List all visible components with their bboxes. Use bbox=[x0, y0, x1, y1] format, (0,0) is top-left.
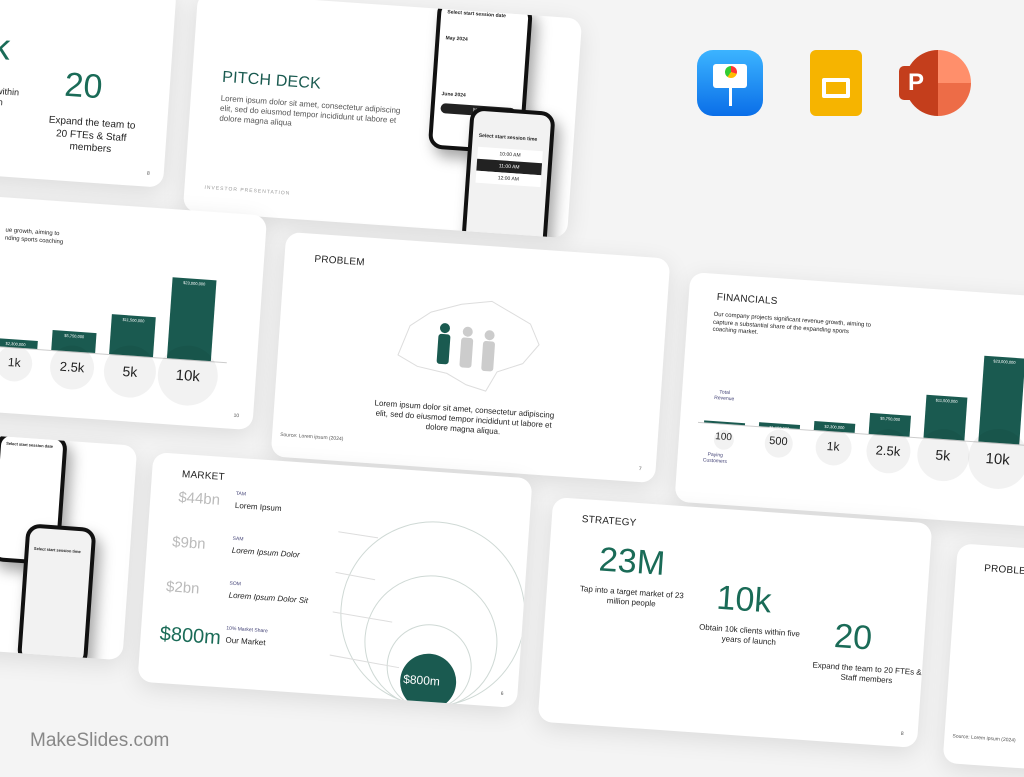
big-number: k bbox=[0, 25, 12, 68]
market-value: $800m bbox=[159, 622, 222, 650]
big-number: 20 bbox=[63, 65, 104, 107]
slide-problem[interactable]: PROBLEM Lorem ipsum dolor sit amet, cons… bbox=[270, 231, 671, 484]
slide-pitch-deck[interactable]: PITCH DECK Lorem ipsum dolor sit amet, c… bbox=[182, 0, 583, 239]
phone-mockup-time: Select start session time 10:00 AM 11:00… bbox=[460, 106, 556, 239]
category-label: 5k bbox=[121, 363, 138, 381]
keynote-icon bbox=[697, 50, 763, 116]
strategy-value: 23M bbox=[597, 540, 667, 583]
strategy-value: 20 bbox=[832, 617, 874, 658]
market-label: Our Market bbox=[225, 635, 266, 648]
google-slides-icon bbox=[810, 50, 862, 116]
market-value: $2bn bbox=[165, 578, 201, 598]
slide-phones-partial[interactable]: Select start session date Select start s… bbox=[0, 434, 138, 661]
month-label: May 2024 bbox=[445, 35, 468, 43]
slide-footer: INVESTOR PRESENTATION bbox=[204, 184, 291, 197]
person-icon bbox=[481, 330, 495, 372]
category-label: 1k bbox=[7, 355, 22, 370]
slide-title: MARKET bbox=[181, 469, 226, 484]
category-label: 1k bbox=[826, 438, 840, 454]
phone-title: Select start session time bbox=[33, 545, 81, 555]
slide-title: STRATEGY bbox=[581, 514, 637, 529]
text: s within nch bbox=[0, 85, 20, 108]
bar: $1,150,000 bbox=[758, 421, 801, 431]
page-number: 6 bbox=[500, 690, 504, 698]
person-icon bbox=[436, 323, 451, 365]
page-number: 8 bbox=[900, 730, 904, 738]
market-tag: SAM bbox=[232, 535, 244, 543]
slide-title: PROBLEM bbox=[983, 563, 1024, 578]
person-icon bbox=[459, 326, 474, 368]
page-number: 8 bbox=[146, 170, 150, 177]
slide-body: ue growth, aiming to nding sports coachi… bbox=[4, 227, 64, 246]
bar-chart: $2,300,000 1k $5,750,000 2.5k $11,500,000 5k $… bbox=[0, 256, 234, 408]
market-bubble-label: $800m bbox=[402, 672, 441, 689]
map-illustration bbox=[397, 300, 540, 392]
slide-problem-partial[interactable]: PROBLEM Source: Lorem ipsum (2024) bbox=[942, 543, 1024, 777]
strategy-text: Tap into a target market of 23 million p… bbox=[579, 584, 685, 609]
slide-financials-partial[interactable]: ue growth, aiming to nding sports coachi… bbox=[0, 194, 268, 431]
market-tag: SOM bbox=[229, 580, 242, 588]
category-label: 100 bbox=[714, 431, 733, 444]
phone-mockup-time: Select start session time bbox=[16, 523, 97, 661]
category-label: 10k bbox=[985, 450, 1011, 469]
slide-title: PROBLEM bbox=[314, 253, 366, 269]
slide-team-partial[interactable]: k s within nch 20 Expand the team to 20 … bbox=[0, 0, 177, 188]
bar-chart: 100 $1,150,000 500 $2,300,000 1k $5,750,000 2.… bbox=[697, 328, 1024, 491]
market-value: $9bn bbox=[171, 533, 207, 553]
market-label: Lorem Ipsum Dolor Sit bbox=[228, 590, 309, 606]
slide-body: Lorem ipsum dolor sit amet, consectetur … bbox=[219, 93, 401, 128]
bar bbox=[704, 420, 746, 426]
strategy-text: Obtain 10k clients within five years of … bbox=[698, 622, 801, 647]
market-value: $44bn bbox=[177, 488, 221, 509]
category-label: 2.5k bbox=[59, 358, 85, 376]
strategy-value: 10k bbox=[715, 578, 773, 621]
month-label: June 2024 bbox=[441, 91, 466, 99]
source-note: Source: Lorem ipsum (2024) bbox=[952, 733, 1016, 744]
page-number: 10 bbox=[233, 412, 240, 420]
source-note: Source: Lorem ipsum (2024) bbox=[279, 431, 344, 443]
market-tag: 10% Market Share bbox=[226, 625, 268, 635]
slide-financials[interactable]: FINANCIALS Our company projects signific… bbox=[674, 272, 1024, 528]
slide-title: FINANCIALS bbox=[716, 291, 778, 308]
phone-title: Select start session date bbox=[5, 440, 54, 449]
market-label: Lorem Ipsum Dolor bbox=[231, 545, 301, 560]
category-label: 5k bbox=[934, 446, 951, 464]
phone-title: Select start session date bbox=[447, 9, 507, 20]
text: Expand the team to 20 FTEs & Staff membe… bbox=[48, 114, 136, 156]
page-number: 7 bbox=[638, 466, 642, 473]
slide-strategy[interactable]: STRATEGY 23M Tap into a target market of … bbox=[537, 497, 933, 748]
slide-title: PITCH DECK bbox=[221, 68, 322, 93]
brand-watermark: MakeSlides.com bbox=[30, 730, 170, 751]
category-label: 10k bbox=[175, 366, 201, 386]
powerpoint-icon: P bbox=[899, 50, 971, 116]
market-tag: TAM bbox=[235, 490, 247, 498]
slide-market[interactable]: MARKET $800m $44bn TAM Lorem Ipsum $9bn SAM L… bbox=[137, 452, 533, 708]
slide-body: Lorem ipsum dolor sit amet, consectetur … bbox=[374, 398, 555, 437]
customers-label: Paying Customers bbox=[702, 451, 728, 466]
phone-title: Select start session time bbox=[478, 132, 538, 143]
strategy-text: Expand the team to 20 FTEs & Staff membe… bbox=[812, 660, 922, 686]
category-label: 2.5k bbox=[875, 442, 901, 460]
market-label: Lorem Ipsum bbox=[234, 500, 282, 514]
